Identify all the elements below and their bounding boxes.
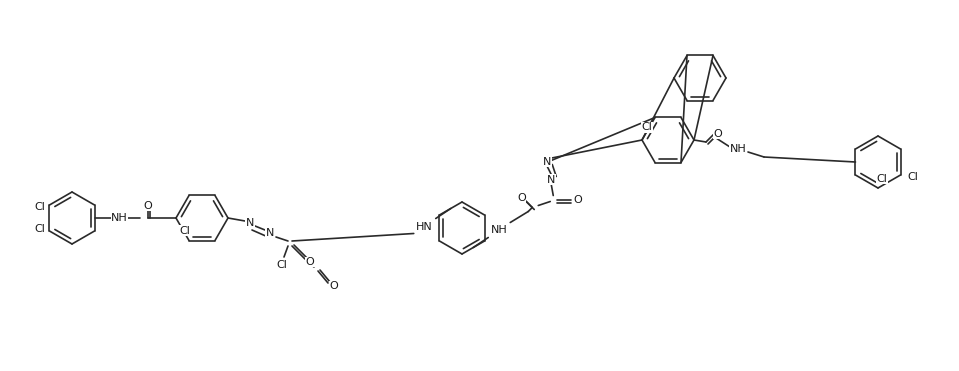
Text: Cl: Cl	[35, 224, 45, 234]
Text: Cl: Cl	[877, 174, 887, 184]
Text: Cl: Cl	[907, 172, 918, 182]
Text: Cl: Cl	[179, 226, 191, 236]
Text: NH: NH	[111, 213, 128, 223]
Text: HN: HN	[416, 221, 433, 232]
Text: Cl: Cl	[642, 122, 652, 132]
Text: N: N	[547, 174, 555, 184]
Text: O: O	[143, 201, 152, 211]
Text: N: N	[543, 157, 551, 167]
Text: Cl: Cl	[35, 202, 45, 212]
Text: O: O	[330, 281, 339, 291]
Text: N: N	[246, 218, 254, 228]
Text: O: O	[517, 193, 526, 203]
Text: N: N	[266, 228, 274, 238]
Text: Cl: Cl	[276, 260, 288, 270]
Text: O: O	[713, 129, 722, 139]
Text: NH: NH	[491, 224, 507, 234]
Text: O: O	[306, 257, 315, 267]
Text: NH: NH	[730, 144, 746, 154]
Text: O: O	[573, 194, 581, 204]
